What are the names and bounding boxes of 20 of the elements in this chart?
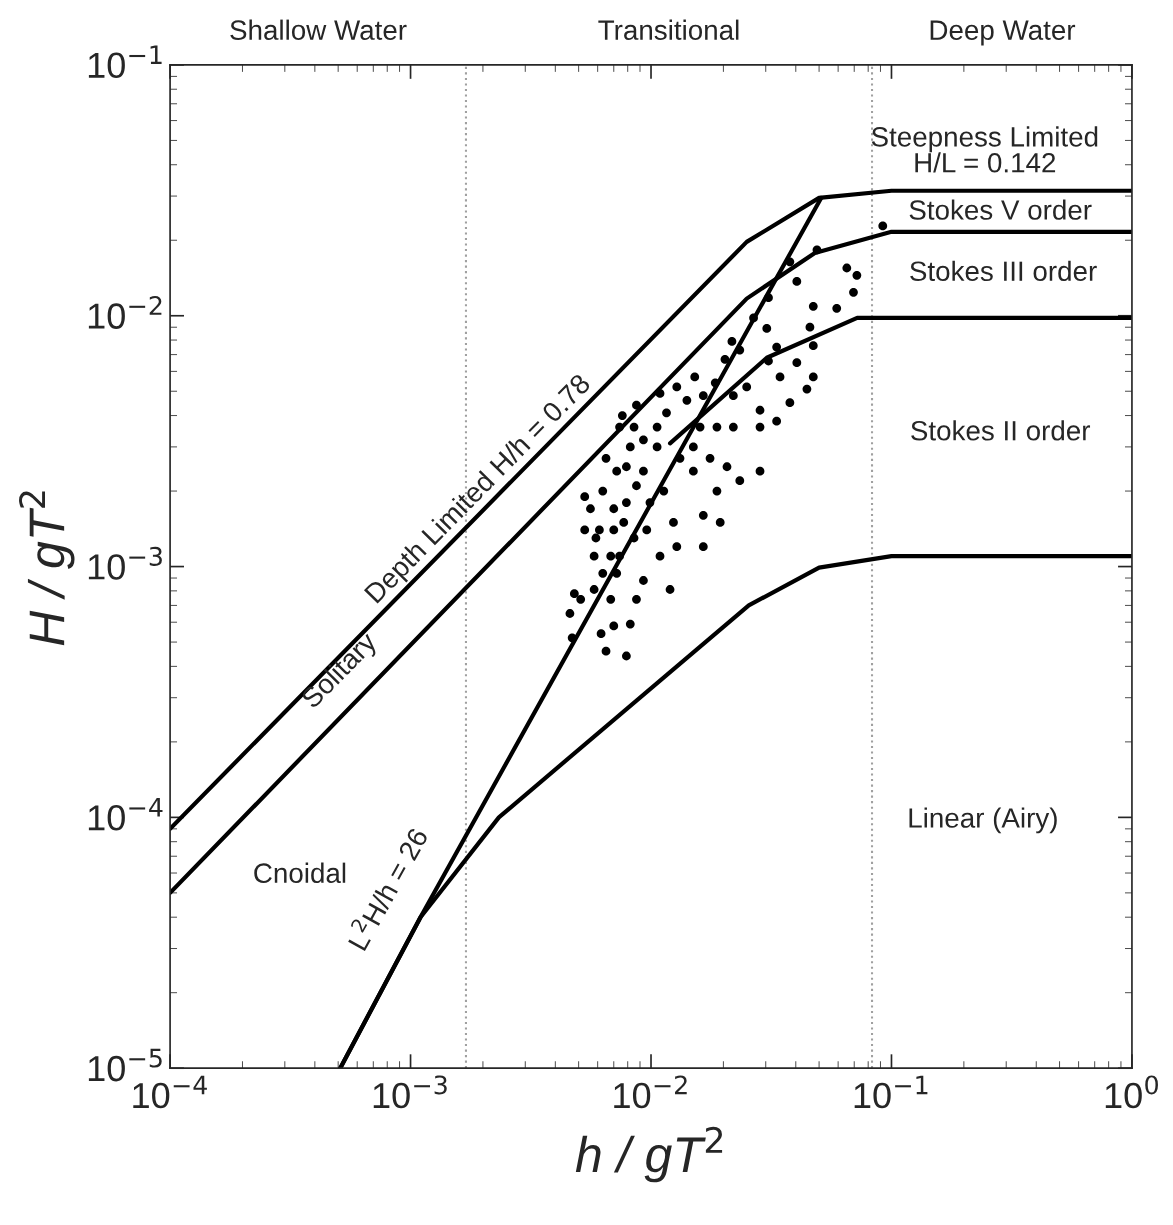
x-tick-label: 10$^{−1}$ xyxy=(854,1075,928,1109)
annotation: Stokes V order xyxy=(909,199,1092,220)
x-axis-title: h / gT$^{2}$ xyxy=(575,1126,723,1183)
text: Shallow Water xyxy=(230,19,407,40)
annotation: Stokes II order xyxy=(911,420,1091,441)
x-tick-label: 10$^{−2}$ xyxy=(614,1075,687,1109)
annotation: Cnoidal xyxy=(254,862,346,884)
y-axis-title: H / gT$^{2}$ xyxy=(19,491,75,646)
x-tick-label: 10$^{0}$ xyxy=(1105,1075,1158,1109)
annotation: Steepness Limited H/L = 0.142 xyxy=(871,126,1098,173)
annotation: Linear (Airy) xyxy=(909,807,1057,834)
x-tick-label: 10$^{−3}$ xyxy=(373,1075,447,1109)
text: Transitional xyxy=(598,19,739,40)
annotation: L$^{2}$H/h = 26 xyxy=(348,826,429,951)
annotation: Stokes III order xyxy=(910,260,1097,282)
y-tick-label: 10$^{−3}$ xyxy=(88,546,162,580)
y-tick-label: 10$^{−2}$ xyxy=(88,295,162,329)
text: Deep Water xyxy=(930,20,1076,46)
y-tick-label: 10$^{−4}$ xyxy=(88,797,163,831)
y-tick-label: 10$^{−1}$ xyxy=(88,45,162,79)
